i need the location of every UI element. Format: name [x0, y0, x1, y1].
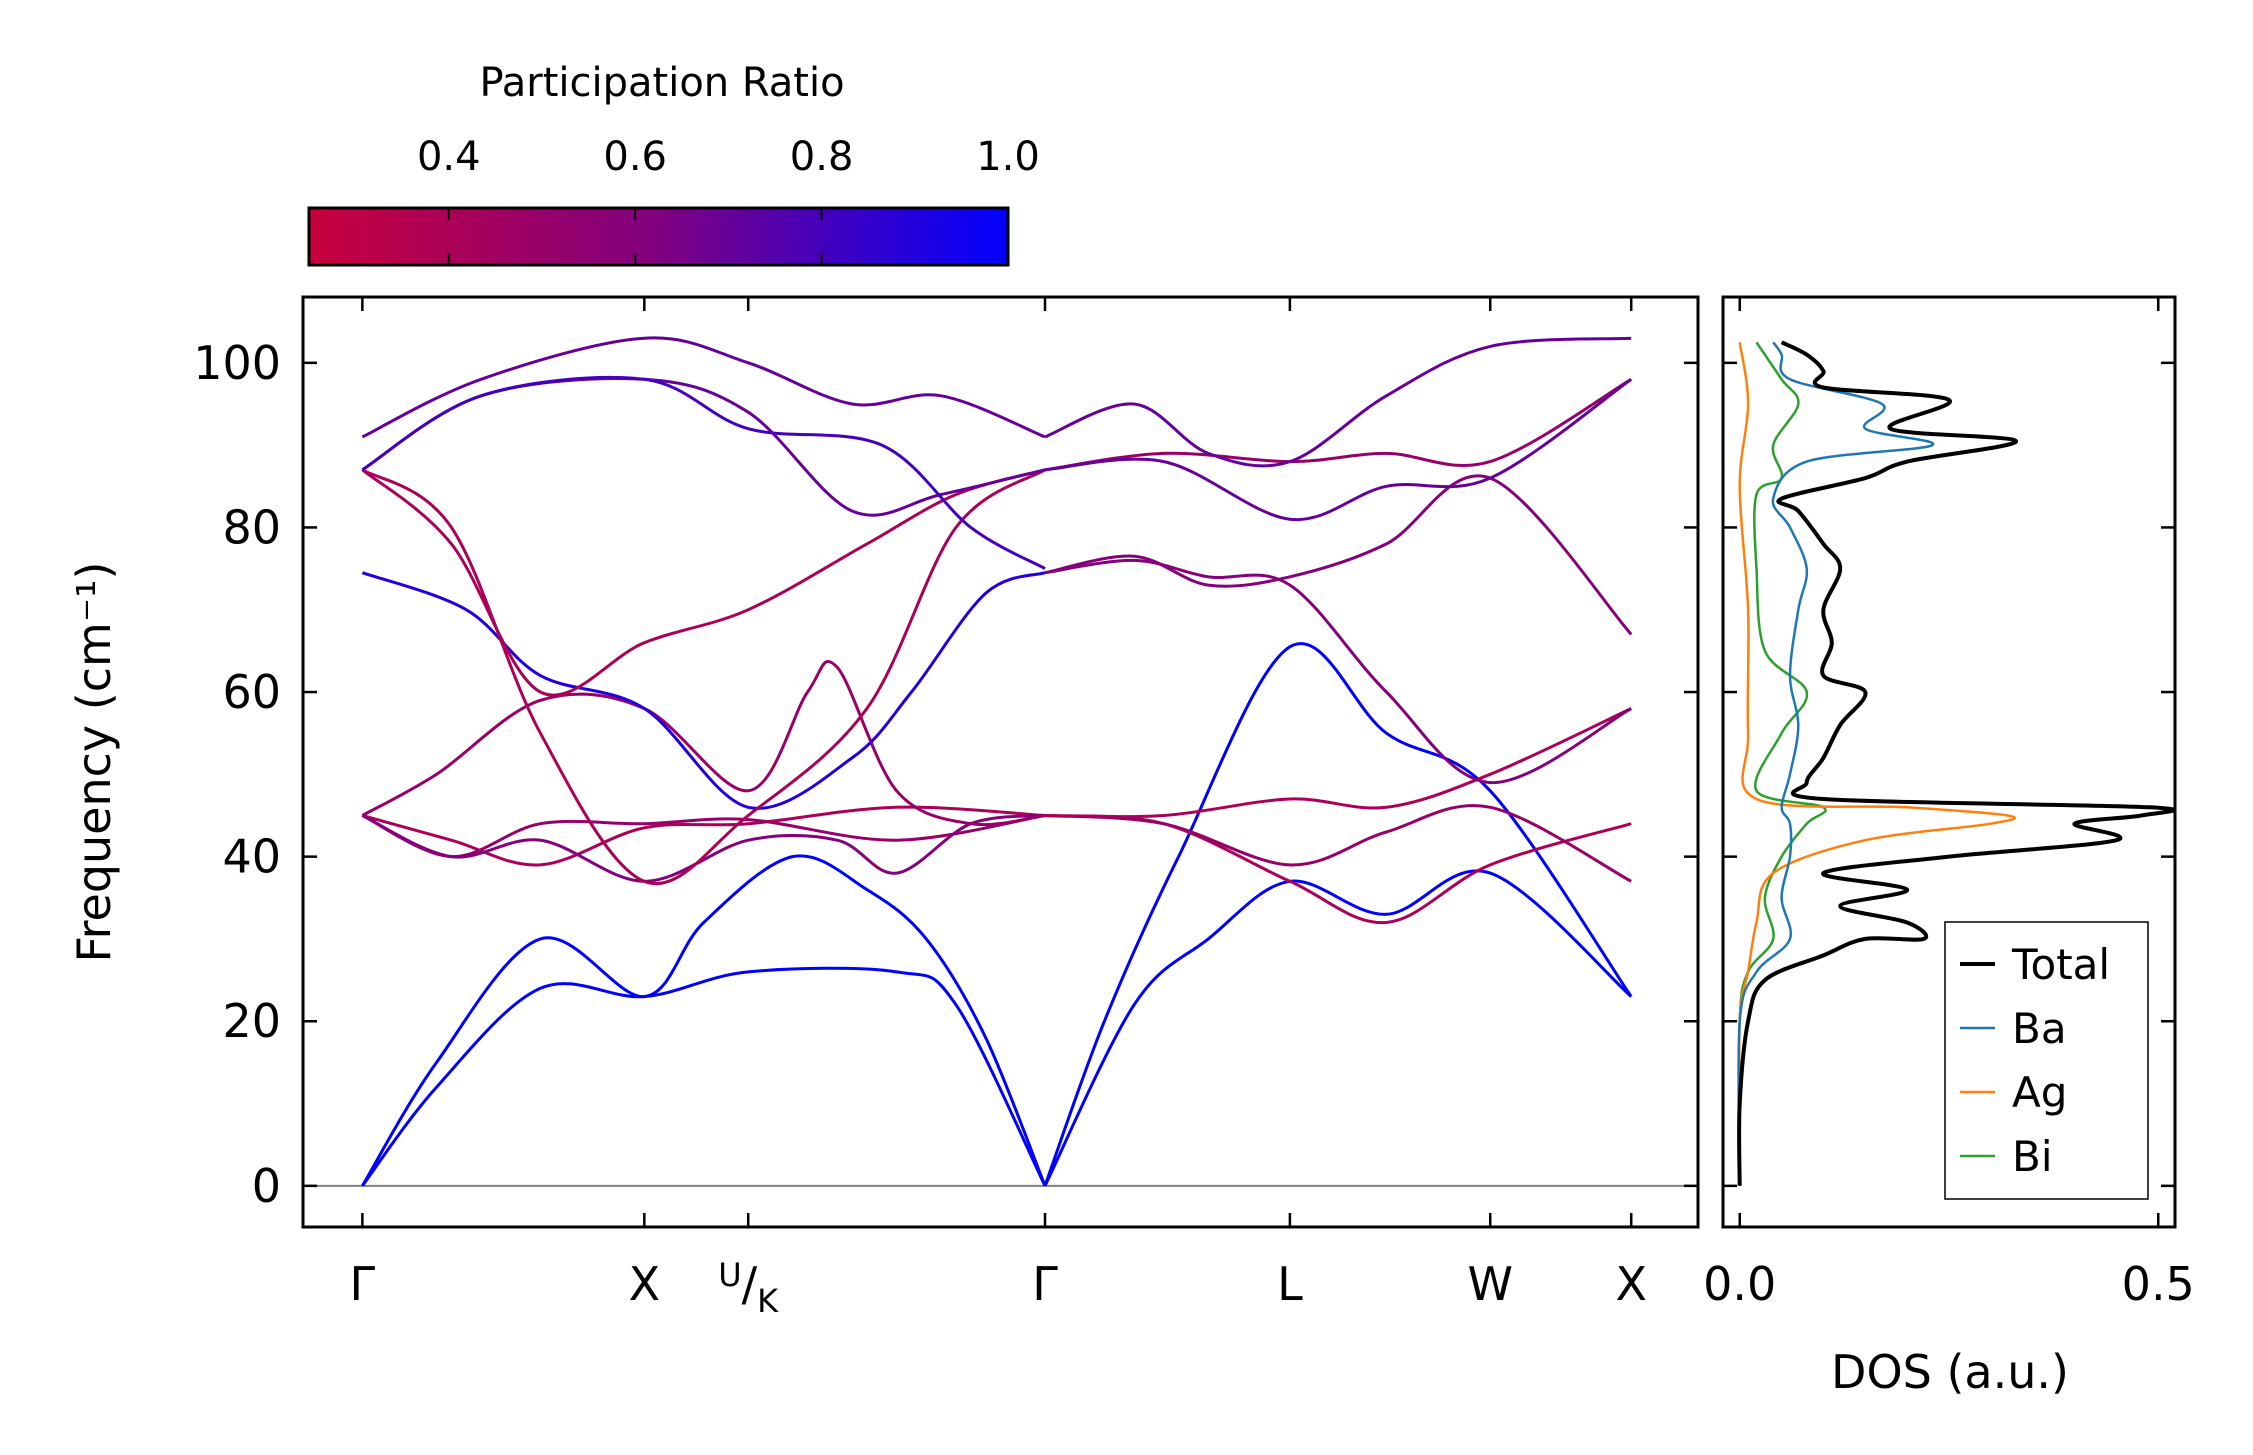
k-point-label-top: U [718, 1256, 741, 1294]
dos-x-tick-label: 0.0 [1703, 1257, 1776, 1311]
colorbar-tick-label: 1.0 [976, 134, 1040, 180]
y-tick-label: 80 [222, 500, 281, 554]
band-k-point-ticks: Γ X U/K Γ L W X [350, 297, 1647, 1320]
colorbar-gradient [307, 206, 1010, 267]
legend-label: Ba [2012, 1004, 2067, 1053]
dos-x-tick-label: 0.5 [2122, 1257, 2195, 1311]
legend: Total Ba Ag Bi [1944, 921, 2149, 1200]
k-point-label-bottom: K [757, 1282, 779, 1320]
k-point-label: L [1277, 1257, 1303, 1311]
colorbar: Participation Ratio 0.4 0.6 0.8 1.0 [307, 60, 1040, 267]
phonon-band [1044, 336, 1632, 468]
phonon-band [361, 468, 1046, 885]
dos-series-ba [1737, 341, 1935, 1186]
colorbar-ticks: 0.4 0.6 0.8 1.0 [417, 134, 1040, 265]
colorbar-title: Participation Ratio [479, 60, 844, 106]
phonon-band [1044, 474, 1633, 636]
phonon-band [361, 966, 1047, 1187]
dos-series-bi [1737, 341, 1827, 1186]
dos-lines [1737, 340, 2175, 1186]
k-point-label: X [629, 1257, 661, 1311]
phonon-band [1044, 814, 1632, 925]
dos-series-total [1737, 340, 2175, 1186]
k-point-label-sep: / [742, 1257, 758, 1311]
phonon-band [1044, 378, 1633, 522]
k-point-label: W [1467, 1257, 1512, 1311]
y-tick-label: 60 [222, 665, 281, 719]
phonon-band [361, 375, 1046, 570]
phonon-band [1043, 642, 1633, 1187]
phonon-band [361, 814, 1046, 859]
legend-box [1944, 921, 2149, 1200]
legend-label: Ag [2012, 1068, 2067, 1117]
phonon-band [1044, 378, 1632, 472]
legend-label: Total [2011, 940, 2110, 989]
dos-plot-frame [1721, 295, 2177, 1229]
phonon-band [1044, 707, 1632, 819]
phonon-band [361, 814, 1046, 883]
phonon-band [361, 854, 1047, 1187]
dos-y-ticks [1723, 361, 2175, 1188]
colorbar-tick-label: 0.4 [417, 134, 481, 180]
dos-panel: 0.0 0.5 DOS (a.u.) Total Ba Ag Bi [1703, 295, 2195, 1399]
phonon-band [361, 336, 1046, 439]
k-point-label: X [1615, 1257, 1647, 1311]
band-plot-frame [301, 295, 1700, 1229]
phonon-band [1044, 558, 1632, 785]
phonon-band [361, 660, 1046, 827]
y-tick-label: 0 [252, 1159, 281, 1213]
x-axis-label: DOS (a.u.) [1831, 1345, 2069, 1399]
phonon-band [361, 377, 1046, 517]
colorbar-tick-label: 0.8 [790, 134, 854, 180]
k-point-label: Γ [350, 1257, 376, 1311]
dos-series-ag [1737, 342, 2016, 1186]
y-tick-label: 100 [193, 336, 281, 390]
y-axis-label: Frequency (cm⁻¹) [67, 562, 121, 963]
phonon-band [1043, 869, 1633, 1187]
band-y-ticks: 0 20 40 60 80 100 [193, 336, 1698, 1213]
k-point-label: U/K [718, 1256, 779, 1320]
legend-label: Bi [2012, 1132, 2052, 1181]
dos-x-ticks: 0.0 0.5 [1703, 297, 2195, 1311]
phonon-band [361, 805, 1046, 867]
k-point-label: Γ [1032, 1257, 1058, 1311]
colorbar-tick-label: 0.6 [603, 134, 667, 180]
phonon-band [361, 571, 1046, 810]
band-lines [361, 336, 1633, 1187]
phonon-band [361, 468, 1046, 697]
y-tick-label: 40 [222, 830, 281, 884]
band-structure-panel: 0 20 40 60 80 100 Γ X U/K Γ L W X Frequency (cm⁻¹) [67, 295, 1700, 1320]
y-tick-label: 20 [222, 994, 281, 1048]
phonon-band [1044, 804, 1632, 883]
